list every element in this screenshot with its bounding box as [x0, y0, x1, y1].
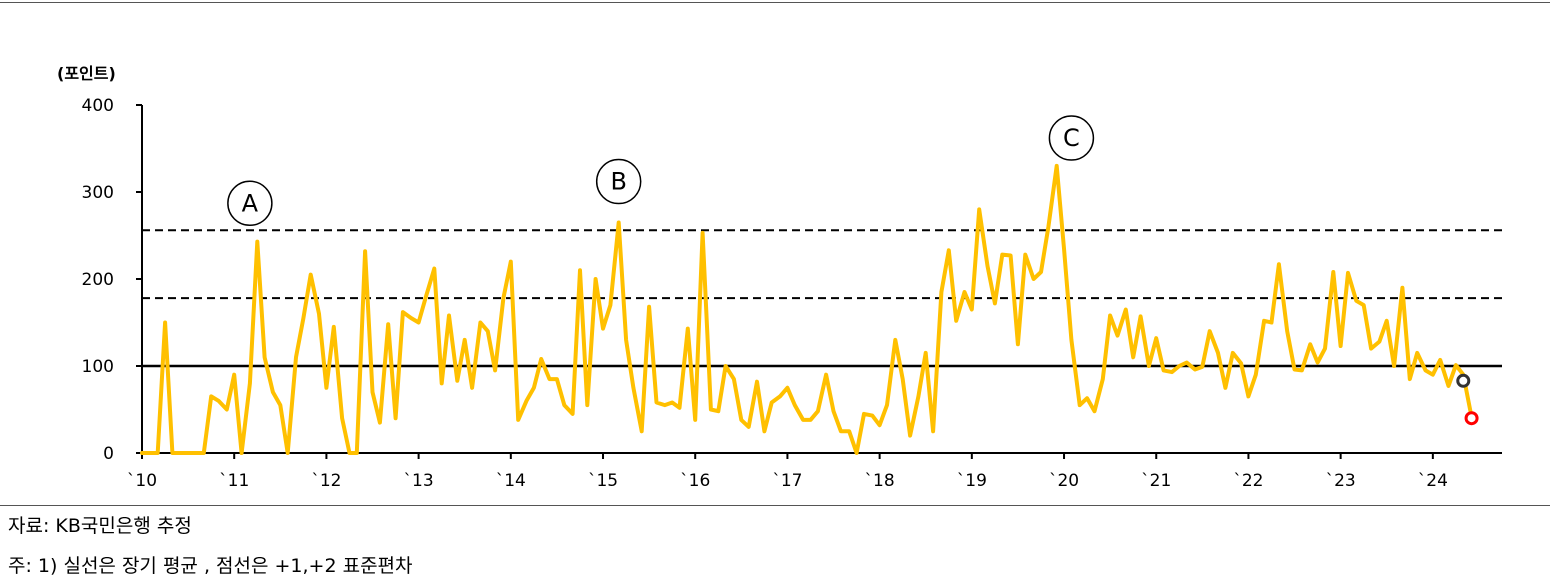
x-tick-label: `21 — [1141, 471, 1171, 491]
bottom-rule — [0, 505, 1550, 506]
annotation-circle-c — [1048, 115, 1095, 161]
highlight-point-0 — [1456, 373, 1471, 388]
top-rule — [0, 2, 1550, 3]
axes: 0 100 200 300 400 `10 `11 `12 `13 `14 `15 `16 `17 `18… — [82, 96, 1502, 491]
x-tick-label: `11 — [219, 471, 249, 491]
data-series-line-0 — [140, 163, 1474, 455]
x-tick-label: `15 — [588, 471, 618, 491]
x-tick-label: `17 — [772, 471, 802, 491]
x-tick-label: `22 — [1233, 471, 1263, 491]
annotation-label-b: B — [610, 168, 626, 196]
annotation-circle-a — [227, 180, 273, 227]
x-tick-label: `19 — [957, 471, 987, 491]
y-axis-label: (포인트) — [57, 64, 116, 83]
line-chart: (포인트) 0 100 200 300 400 `10 `11 `12 `13 `14 `15 `16… — [57, 64, 1502, 491]
x-tick-label: `14 — [496, 471, 526, 491]
source-note: 자료: KB국민은행 추정 — [8, 515, 192, 537]
x-tick-label: `10 — [127, 471, 157, 491]
x-tick-label: `13 — [404, 471, 434, 491]
annotation-label-c: C — [1063, 124, 1080, 152]
annotation-label-a: A — [242, 189, 259, 217]
x-tick-label: `12 — [311, 471, 341, 491]
annotations: A B C — [227, 115, 1095, 227]
y-tick-label: 200 — [82, 270, 114, 290]
annotation-circle-b — [595, 158, 642, 205]
reference-lines — [142, 229, 1502, 368]
y-tick-label: 100 — [82, 357, 114, 377]
x-tick-label: `16 — [680, 471, 710, 491]
y-tick-label: 400 — [82, 96, 114, 116]
series-layer — [140, 163, 1474, 455]
y-tick-label: 300 — [82, 183, 114, 203]
x-tick-label: `24 — [1418, 471, 1448, 491]
y-tick-label: 0 — [103, 444, 114, 464]
highlight-markers — [1456, 373, 1479, 426]
footnote: 주: 1) 실선은 장기 평균 , 점선은 +1,+2 표준편차 — [8, 555, 413, 577]
x-tick-label: `18 — [865, 471, 895, 491]
x-tick-label: `20 — [1049, 471, 1079, 491]
x-tick-label: `23 — [1326, 471, 1356, 491]
highlight-point-1 — [1464, 411, 1479, 426]
